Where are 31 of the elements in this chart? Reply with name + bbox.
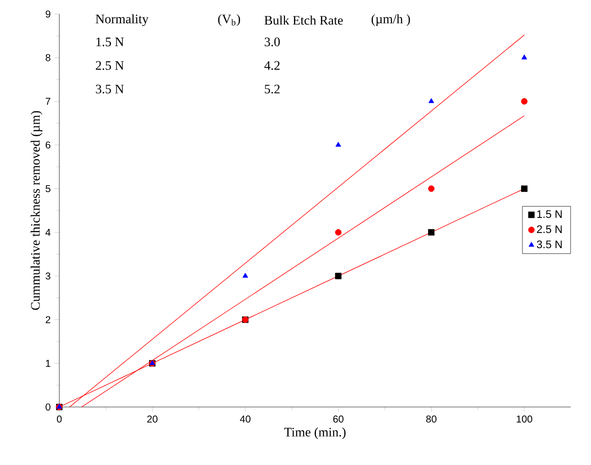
y-tick-label: 8	[46, 54, 50, 62]
annotation: 3.0	[264, 38, 280, 46]
y-axis-title: Cummulative thickness removed (µm)	[30, 111, 42, 310]
x-tick-label: 40	[240, 416, 250, 423]
annotation: Bulk Etch Rate	[264, 16, 343, 25]
y-tick-label: 0	[46, 403, 50, 411]
x-tick-label: 60	[333, 416, 344, 423]
annotation: (µm/h )	[372, 14, 410, 26]
x-tick-label: 80	[426, 416, 436, 423]
annotation: 4.2	[264, 61, 280, 70]
annotation: 2.5 N	[96, 61, 124, 70]
y-tick-label: 5	[46, 185, 50, 192]
y-tick-label: 4	[45, 228, 50, 236]
y-tick-label: 3	[46, 272, 50, 280]
y-tick-label: 6	[46, 141, 50, 149]
legend-label: 2.5 N	[536, 225, 562, 234]
annotation: 3.5 N	[96, 84, 124, 94]
x-tick-label: 20	[147, 416, 158, 423]
annotation: 5.2	[264, 84, 280, 94]
x-axis-title: Time (min.)	[284, 427, 346, 440]
legend-label: 1.5 N	[537, 210, 562, 218]
y-tick-label: 1	[46, 360, 50, 367]
y-tick-label: 7	[46, 98, 50, 105]
annotation: 1.5 N	[96, 38, 124, 46]
x-tick-label: 0	[56, 416, 62, 423]
annotation: (V$_{b}$)	[218, 14, 240, 26]
legend-label: 3.5 N	[536, 240, 562, 248]
annotation: Normality	[96, 14, 148, 26]
y-tick-label: 9	[46, 10, 50, 18]
x-tick-label: 100	[516, 416, 532, 423]
y-tick-label: 2	[46, 316, 50, 324]
